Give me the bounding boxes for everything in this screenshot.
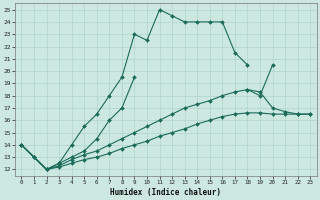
X-axis label: Humidex (Indice chaleur): Humidex (Indice chaleur) (110, 188, 221, 197)
